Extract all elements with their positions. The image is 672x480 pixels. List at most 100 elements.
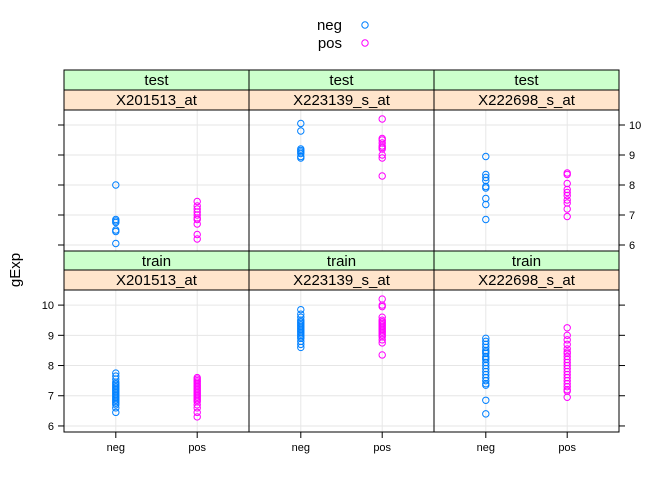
- panels: test X201513_at test X223139_s_at test X22269…: [63, 69, 620, 433]
- data-point-pos: [193, 215, 201, 224]
- strip-bottom-label: X201513_at: [116, 92, 198, 109]
- panel-train-X223139_s_at: train X223139_s_at: [248, 250, 435, 433]
- y-tick-label-right: 7: [629, 210, 635, 222]
- x-tick-label-pos: pos: [558, 442, 576, 454]
- y-tick-label-left: 9: [48, 330, 54, 342]
- data-point-neg: [482, 381, 490, 389]
- panel-test-X201513_at: test X201513_at: [63, 69, 250, 252]
- data-point-neg: [482, 215, 490, 224]
- data-point-neg: [112, 401, 120, 409]
- data-point-pos: [193, 408, 201, 417]
- data-point-pos: [563, 191, 571, 200]
- data-point-pos: [563, 393, 571, 401]
- data-point-neg: [482, 200, 490, 209]
- panel-train-X201513_at: train X201513_at: [63, 250, 250, 433]
- data-point-pos: [193, 235, 201, 243]
- y-tick-label-left: 7: [48, 391, 54, 403]
- panel-border: [433, 289, 620, 433]
- data-point-pos: [378, 351, 386, 359]
- legend-symbol-pos: [361, 39, 369, 47]
- data-point-pos: [563, 170, 571, 179]
- strip-bottom-label: X222698_s_at: [478, 92, 576, 109]
- y-tick-label-right: 6: [629, 240, 635, 252]
- x-tick-label-pos: pos: [373, 442, 391, 454]
- data-point-pos: [563, 212, 571, 221]
- strip-top-label: train: [142, 253, 171, 270]
- data-point-pos: [378, 336, 386, 344]
- y-tick-label-left: 8: [48, 361, 54, 373]
- strip-bottom-label: X201513_at: [116, 272, 198, 289]
- data-point-neg: [297, 149, 305, 158]
- strip-bottom-label: X223139_s_at: [293, 272, 391, 289]
- strip-bottom-label: X223139_s_at: [293, 92, 391, 109]
- data-point-pos: [193, 401, 201, 409]
- strip-top-label: test: [329, 72, 354, 89]
- data-point-pos: [378, 151, 386, 159]
- panel-border: [248, 289, 435, 433]
- data-point-neg: [482, 396, 490, 404]
- data-point-neg: [482, 376, 490, 385]
- x-tick-label-neg: neg: [292, 442, 310, 454]
- data-point-pos: [378, 115, 386, 123]
- data-point-neg: [112, 227, 120, 236]
- y-tick-label-right: 8: [629, 180, 635, 192]
- data-point-pos: [193, 220, 201, 228]
- data-point-pos: [378, 172, 386, 180]
- strip-top-label: train: [327, 253, 356, 270]
- panel-border: [433, 109, 620, 252]
- data-point-neg: [482, 173, 490, 182]
- legend-label-pos: pos: [318, 35, 342, 52]
- data-point-neg: [112, 181, 120, 189]
- data-point-pos: [563, 345, 571, 353]
- data-point-pos: [378, 339, 386, 347]
- data-point-neg: [112, 218, 120, 227]
- x-tick-label-pos: pos: [188, 442, 206, 454]
- data-point-neg: [482, 410, 490, 418]
- data-point-neg: [112, 239, 120, 248]
- data-point-neg: [297, 343, 305, 352]
- panel-border: [248, 109, 435, 252]
- data-point-neg: [482, 152, 490, 161]
- data-point-pos: [563, 188, 571, 197]
- data-point-pos: [563, 196, 571, 204]
- legend-label-neg: neg: [317, 17, 342, 34]
- panel-border: [63, 289, 250, 433]
- y-tick-label-right: 10: [629, 120, 641, 132]
- panel-border: [63, 109, 250, 252]
- y-axis-label: gExp: [7, 253, 24, 287]
- data-point-neg: [482, 184, 490, 192]
- panel-test-X223139_s_at: test X223139_s_at: [248, 69, 435, 252]
- data-point-neg: [297, 305, 305, 314]
- data-point-neg: [297, 340, 305, 349]
- data-point-pos: [193, 404, 201, 412]
- data-point-pos: [563, 340, 571, 349]
- y-tick-label-left: 10: [42, 300, 54, 312]
- y-tick-label-right: 9: [629, 150, 635, 162]
- strip-top-label: test: [144, 72, 169, 89]
- strip-bottom-label: X222698_s_at: [478, 272, 576, 289]
- panel-train-X222698_s_at: train X222698_s_at: [433, 250, 620, 433]
- data-point-neg: [112, 404, 120, 412]
- data-point-pos: [193, 230, 201, 239]
- y-tick-label-left: 6: [48, 421, 54, 433]
- legend-symbol-neg: [361, 21, 369, 29]
- data-point-pos: [193, 197, 201, 206]
- data-point-neg: [297, 127, 305, 135]
- data-point-pos: [563, 324, 571, 332]
- axes: 6 6 7 7 8 8 9 9 10 10 neg pos neg pos neg pos: [42, 120, 642, 454]
- data-point-pos: [563, 382, 571, 391]
- x-tick-label-neg: neg: [107, 442, 125, 454]
- strip-top-label: test: [514, 72, 539, 89]
- data-point-pos: [563, 336, 571, 344]
- data-point-pos: [193, 413, 201, 421]
- data-point-neg: [112, 408, 120, 417]
- data-point-pos: [378, 302, 386, 311]
- data-point-pos: [193, 211, 201, 219]
- data-point-pos: [563, 331, 571, 340]
- data-point-neg: [297, 154, 305, 162]
- strip-top-label: train: [512, 253, 541, 270]
- data-point-pos: [378, 154, 386, 162]
- panel-test-X222698_s_at: test X222698_s_at: [433, 69, 620, 252]
